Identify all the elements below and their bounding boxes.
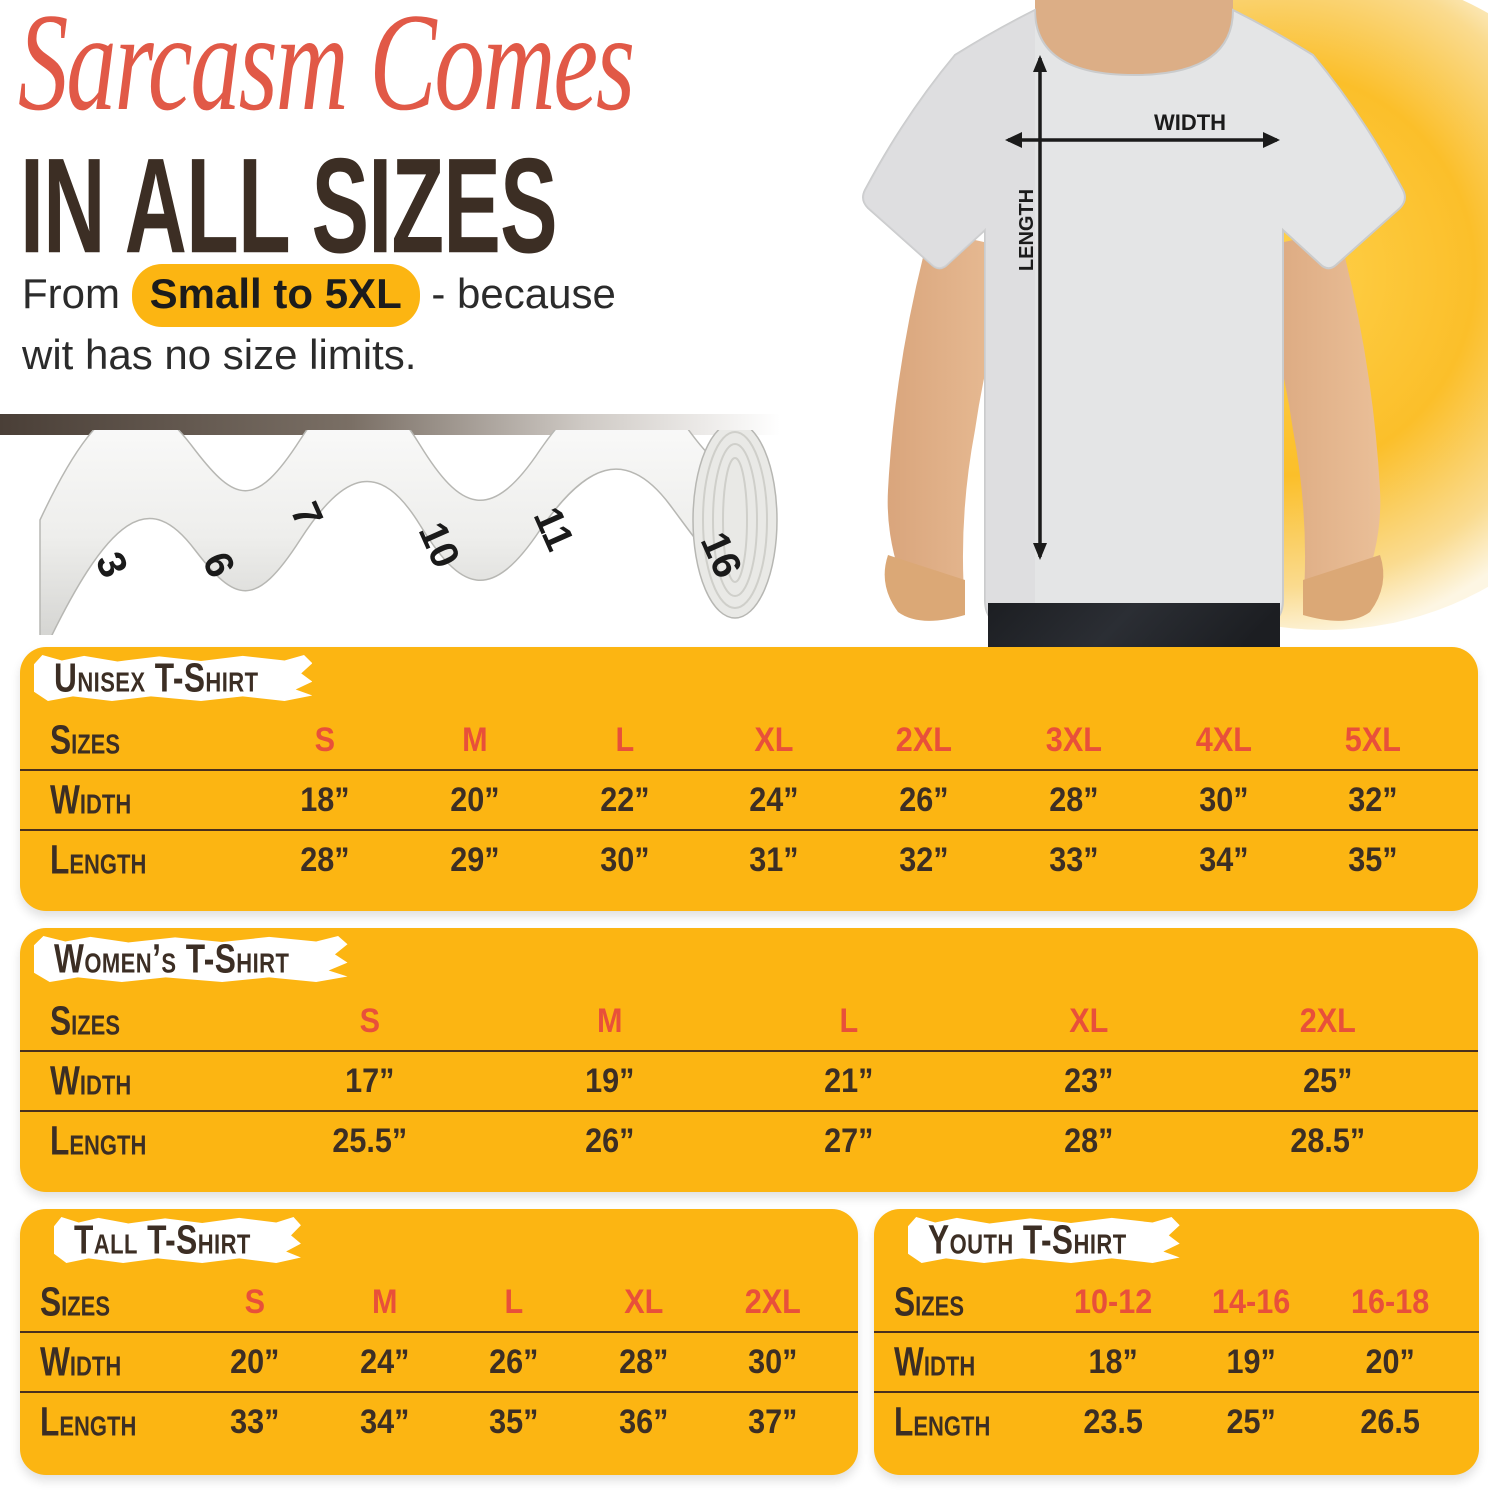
svg-text:LENGTH: LENGTH <box>1016 189 1038 271</box>
svg-text:WIDTH: WIDTH <box>1154 110 1226 135</box>
